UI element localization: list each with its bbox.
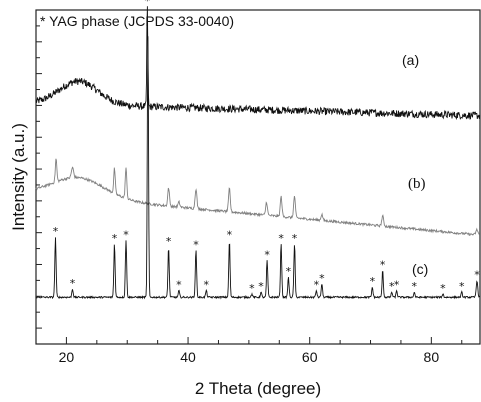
series-group — [35, 6, 481, 300]
peak-star-marker: * — [314, 279, 320, 292]
plot-frame — [35, 9, 481, 345]
peak-star-marker: * — [286, 265, 292, 278]
peak-star-marker: * — [440, 282, 446, 295]
peak-star-marker: * — [112, 232, 118, 245]
y-axis-ticks — [36, 25, 42, 329]
peak-star-marker: * — [474, 269, 480, 282]
peak-star-marker: * — [258, 280, 264, 293]
x-tick-label: 20 — [59, 349, 75, 365]
series-label-b: (b) — [408, 176, 426, 192]
y-axis-title: Intensity (a.u.) — [9, 123, 28, 231]
peak-star-marker: * — [319, 272, 325, 285]
series-line-b — [35, 158, 480, 236]
peak-star-marker: * — [166, 235, 172, 248]
peak-star-marker: * — [394, 279, 400, 292]
peak-star-marker: * — [278, 232, 284, 245]
series-line-c — [35, 36, 481, 300]
peak-star-marker: * — [459, 280, 465, 293]
series-label-c: (c) — [412, 261, 428, 277]
series-label-a: (a) — [402, 52, 419, 68]
peak-star-marker: * — [292, 232, 298, 245]
peak-star-marker: * — [264, 249, 270, 262]
series-line-a — [35, 6, 481, 121]
peak-star-marker: * — [176, 279, 182, 292]
peak-star-marker: * — [227, 228, 233, 241]
peak-star-marker: * — [145, 0, 151, 7]
peak-star-marker: * — [53, 225, 59, 238]
peak-star-marker: * — [380, 259, 386, 272]
peak-star-marker: * — [123, 228, 129, 241]
x-axis-ticks: 20 40 60 80 — [35, 337, 463, 365]
peak-star-marker: * — [412, 280, 418, 293]
legend-note: * YAG phase (JCPDS 33-0040) — [40, 13, 234, 29]
peak-star-marker: * — [249, 282, 255, 295]
x-tick-label: 40 — [180, 349, 196, 365]
peak-star-marker: * — [370, 275, 376, 288]
peak-star-marker: * — [70, 277, 76, 290]
x-tick-label: 80 — [424, 349, 440, 365]
peak-star-marker: * — [204, 279, 210, 292]
peak-star-marker: * — [193, 238, 199, 251]
x-tick-label: 60 — [302, 349, 318, 365]
peak-markers: **** ******* ******* *** * * * ** — [53, 0, 480, 295]
peak-star-marker: * — [389, 280, 395, 293]
x-axis-title: 2 Theta (degree) — [195, 379, 321, 398]
